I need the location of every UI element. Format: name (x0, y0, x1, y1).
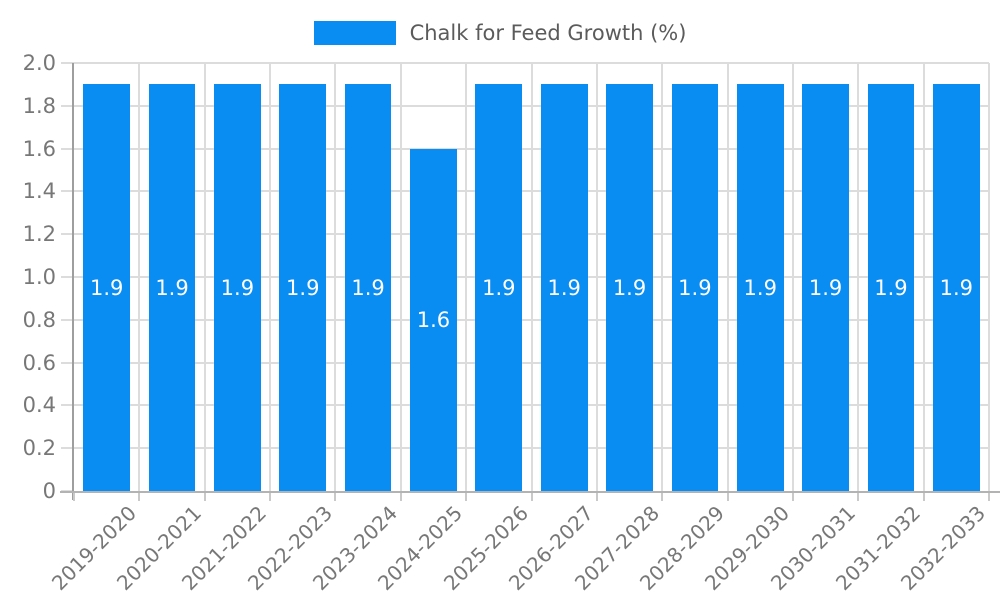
gridline-vertical (922, 63, 925, 491)
bar-value-label: 1.9 (678, 275, 712, 300)
gridline-vertical (465, 63, 468, 491)
y-tick-label: 1.2 (22, 222, 56, 247)
chart-legend: Chalk for Feed Growth (%) (0, 18, 1000, 48)
x-tick-mark (399, 493, 402, 501)
x-tick-mark (791, 493, 794, 501)
gridline-vertical (791, 63, 794, 491)
gridline-vertical (530, 63, 533, 491)
y-tick-mark (61, 361, 74, 364)
bar (932, 84, 980, 491)
gridline-vertical (595, 63, 598, 491)
bar (279, 84, 327, 491)
bar (410, 148, 457, 491)
gridline-vertical (988, 63, 990, 491)
y-tick-label: 0 (42, 479, 56, 503)
bar-value-label: 1.9 (351, 275, 385, 300)
bar-value-label: 1.6 (416, 307, 451, 332)
y-tick-label: 1.6 (22, 136, 56, 161)
y-tick-label: 0.6 (22, 350, 56, 375)
bar-value-label: 1.9 (939, 275, 974, 300)
gridline-vertical (269, 63, 272, 491)
x-tick-mark (988, 493, 990, 501)
bar (540, 84, 588, 491)
x-tick-mark (138, 493, 141, 501)
bar-value-label: 1.9 (155, 275, 189, 300)
y-tick-mark (61, 404, 74, 407)
bar (867, 84, 915, 491)
y-tick-mark (61, 104, 74, 107)
bar-value-label: 1.9 (612, 275, 647, 300)
bar-value-label: 1.9 (220, 275, 255, 300)
y-axis-line (72, 63, 74, 500)
gridline-vertical (726, 63, 729, 491)
y-tick-mark (61, 62, 74, 64)
y-tick-mark (61, 318, 74, 321)
x-tick-mark (203, 493, 206, 501)
x-tick-mark (595, 493, 598, 501)
bar-value-label: 1.9 (89, 275, 124, 300)
bar-value-label: 1.9 (808, 275, 843, 300)
bar-value-label: 1.9 (743, 275, 777, 300)
y-tick-label: 0.4 (22, 393, 56, 418)
bar-value-label: 1.9 (547, 275, 581, 300)
gridline-vertical (334, 63, 337, 491)
y-tick-label: 2.0 (22, 51, 56, 75)
bar-value-label: 1.9 (286, 275, 320, 300)
y-tick-label: 1.4 (22, 179, 56, 204)
y-tick-mark (61, 147, 74, 150)
y-tick-mark (61, 233, 74, 236)
bar (214, 84, 261, 491)
x-tick-mark (73, 493, 75, 501)
x-tick-mark (661, 493, 664, 501)
bar (83, 84, 131, 491)
y-tick-label: 1.8 (22, 93, 56, 118)
gridline-vertical (399, 63, 402, 491)
legend-swatch (313, 21, 396, 45)
legend-label: Chalk for Feed Growth (%) (409, 21, 687, 45)
y-tick-label: 0.8 (22, 307, 56, 332)
bar (148, 84, 196, 491)
y-tick-label: 1.0 (22, 265, 56, 289)
bar-value-label: 1.9 (482, 275, 516, 300)
x-tick-mark (334, 493, 337, 501)
bar (671, 84, 719, 491)
bar (475, 84, 523, 491)
bar (606, 84, 653, 491)
y-tick-mark (61, 276, 74, 278)
y-tick-label: 0.2 (22, 436, 56, 461)
gridline-vertical (661, 63, 664, 491)
gridline-vertical (857, 63, 860, 491)
x-tick-mark (726, 493, 729, 501)
y-tick-mark (61, 190, 74, 193)
x-tick-mark (530, 493, 533, 501)
x-axis-line (60, 491, 1000, 493)
gridline-vertical (138, 63, 141, 491)
bar-value-label: 1.9 (874, 275, 908, 300)
y-tick-mark (61, 447, 74, 450)
bar (802, 84, 849, 491)
bar (344, 84, 392, 491)
x-tick-mark (269, 493, 272, 501)
x-tick-mark (465, 493, 468, 501)
bar (736, 84, 784, 491)
gridline-vertical (203, 63, 206, 491)
x-tick-mark (857, 493, 860, 501)
x-tick-mark (922, 493, 925, 501)
